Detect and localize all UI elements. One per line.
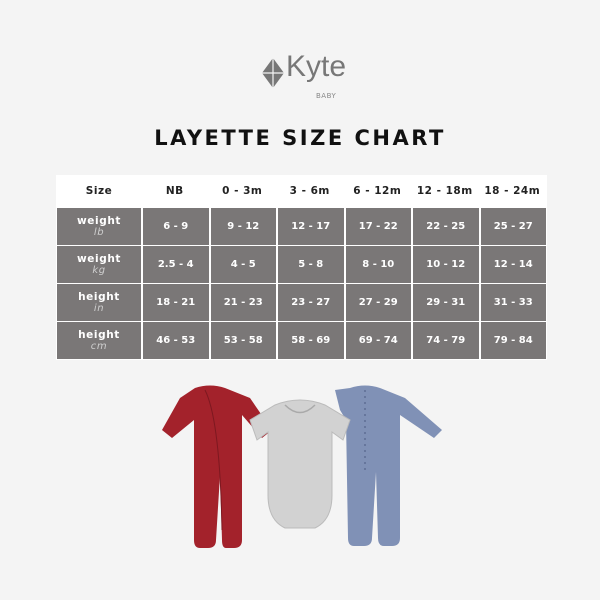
table-cell: 9 - 12 bbox=[210, 208, 276, 245]
header-row: Size NB 0 - 3m 3 - 6m 6 - 12m 12 - 18m 18 - 24… bbox=[57, 175, 546, 207]
column-header: 3 - 6m bbox=[289, 185, 330, 197]
table-cell: 69 - 74 bbox=[345, 322, 411, 359]
table-cell: 4 - 5 bbox=[210, 246, 276, 283]
column-header: 12 - 18m bbox=[416, 185, 473, 197]
kite-icon bbox=[262, 58, 284, 88]
column-header: 18 - 24m bbox=[484, 185, 541, 197]
blue-romper-image bbox=[335, 385, 442, 546]
table-cell: 21 - 23 bbox=[210, 284, 276, 321]
row-label: weight kg bbox=[57, 246, 141, 283]
measure-label: height bbox=[78, 290, 120, 303]
measure-label: weight bbox=[76, 252, 122, 265]
red-romper-image bbox=[162, 385, 272, 548]
table-cell: 53 - 58 bbox=[210, 322, 276, 359]
column-header: 6 - 12m bbox=[353, 185, 402, 197]
unit-label: in bbox=[93, 302, 105, 314]
table-cell: 46 - 53 bbox=[143, 322, 209, 359]
column-header: Size bbox=[85, 185, 113, 197]
table-cell: 31 - 33 bbox=[480, 284, 546, 321]
logo-sub: BABY bbox=[316, 92, 337, 100]
size-chart-table: Size NB 0 - 3m 3 - 6m 6 - 12m 12 - 18m 18 - 24… bbox=[56, 175, 547, 360]
table-cell: 74 - 79 bbox=[413, 322, 479, 359]
table-cell: 5 - 8 bbox=[278, 246, 344, 283]
table-cell: 29 - 31 bbox=[413, 284, 479, 321]
measure-label: height bbox=[78, 328, 120, 341]
table-cell: 12 - 17 bbox=[278, 208, 344, 245]
unit-label: kg bbox=[92, 264, 106, 276]
kyte-baby-logo: Kyte BABY bbox=[260, 50, 346, 106]
table-cell: 6 - 9 bbox=[143, 208, 209, 245]
table-cell: 23 - 27 bbox=[278, 284, 344, 321]
gray-bodysuit-image bbox=[249, 399, 351, 529]
table-row: height cm 46 - 53 53 - 58 58 - 69 69 - 74 74 -… bbox=[57, 322, 546, 359]
column-header: NB bbox=[165, 185, 184, 197]
row-label: height cm bbox=[57, 322, 141, 359]
garments-illustration bbox=[162, 385, 442, 548]
row-label: weight lb bbox=[57, 208, 141, 245]
unit-label: lb bbox=[93, 226, 105, 238]
table-cell: 2.5 - 4 bbox=[143, 246, 209, 283]
table-cell: 25 - 27 bbox=[480, 208, 546, 245]
table-cell: 10 - 12 bbox=[413, 246, 479, 283]
table-cell: 58 - 69 bbox=[278, 322, 344, 359]
table-cell: 8 - 10 bbox=[345, 246, 411, 283]
column-header: 0 - 3m bbox=[222, 185, 263, 197]
page-title: LAYETTE SIZE CHART bbox=[154, 126, 446, 150]
table-cell: 79 - 84 bbox=[480, 322, 546, 359]
table-row: height in 18 - 21 21 - 23 23 - 27 27 - 29 29 -… bbox=[57, 284, 546, 321]
row-label: height in bbox=[57, 284, 141, 321]
table-cell: 22 - 25 bbox=[413, 208, 479, 245]
table-cell: 18 - 21 bbox=[143, 284, 209, 321]
measure-label: weight bbox=[76, 214, 122, 227]
table-cell: 17 - 22 bbox=[345, 208, 411, 245]
table-cell: 12 - 14 bbox=[480, 246, 546, 283]
logo-brand: Kyte bbox=[286, 50, 347, 83]
unit-label: cm bbox=[90, 340, 108, 352]
table-cell: 27 - 29 bbox=[345, 284, 411, 321]
